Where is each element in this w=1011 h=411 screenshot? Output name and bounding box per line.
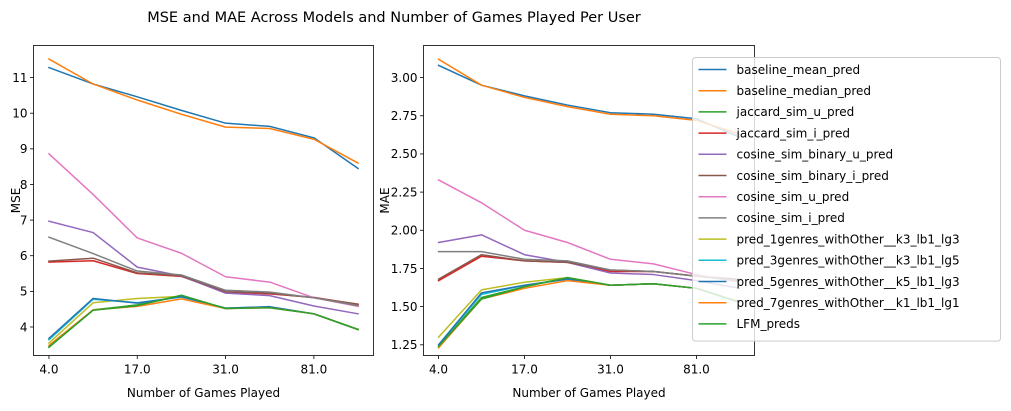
mse-y-tick-label: 5 — [20, 285, 28, 299]
mse-series-baseline_median_pred — [47, 58, 360, 165]
legend-label: pred_1genres_withOther__k3_lb1_lg3 — [737, 232, 960, 246]
mse-series-cosine_sim_binary_u_pred — [48, 220, 359, 315]
mae-y-tick-label: 1.50 — [391, 300, 418, 314]
mae-y-tick-label: 2.25 — [391, 185, 418, 199]
mse-y-tick-label: 8 — [20, 178, 28, 192]
mse-series-LFM_preds — [47, 294, 360, 349]
legend-label: pred_5genres_withOther__k5_lb1_lg3 — [737, 275, 960, 289]
mae-y-axis-label: MAE — [378, 187, 392, 213]
mae-y-tick-label: 2.50 — [391, 147, 418, 161]
legend-label: pred_3genres_withOther__k3_lb1_lg5 — [737, 254, 960, 268]
mse-y-tick-label: 10 — [12, 107, 27, 121]
legend-label: baseline_mean_pred — [737, 63, 861, 77]
mse-y-tick-label: 4 — [20, 320, 28, 334]
mae-x-tick-label: 4.0 — [429, 363, 448, 377]
mae-panel: 4.0 17.0 31.0 81.0 1.25 1.50 1.75 2.00 2.25 2.50 2… — [378, 45, 755, 400]
legend-label: jaccard_sim_u_pred — [736, 105, 855, 119]
legend-label: pred_7genres_withOther__k1_lb1_lg1 — [737, 296, 960, 310]
mse-series-cosine_sim_u_pred — [47, 152, 359, 308]
mse-y-tick-label: 7 — [20, 213, 28, 227]
mae-x-axis-label: Number of Games Played — [512, 386, 665, 400]
mae-y-tick-label: 1.75 — [391, 262, 418, 276]
mae-x-tick-label: 81.0 — [683, 363, 710, 377]
mae-series-baseline_median_pred — [437, 58, 741, 136]
mse-axes-frame — [33, 45, 374, 356]
mse-y-tick-label: 6 — [20, 249, 28, 263]
mae-series-cosine_sim_u_pred — [437, 178, 741, 284]
legend-label: cosine_sim_binary_i_pred — [737, 169, 889, 183]
figure-title: MSE and MAE Across Models and Number of … — [147, 10, 641, 26]
mse-x-tick-label: 81.0 — [301, 363, 328, 377]
mse-x-tick-label: 17.0 — [124, 363, 151, 377]
legend-label: LFM_preds — [737, 317, 800, 331]
mae-y-tick-label: 1.25 — [391, 338, 418, 352]
legend-label: baseline_median_pred — [737, 84, 872, 98]
mae-series-lines — [437, 58, 741, 349]
mae-series-cosine_sim_binary_u_pred — [437, 234, 741, 290]
mae-x-tick-label: 31.0 — [597, 363, 624, 377]
legend-box — [692, 57, 1001, 342]
mae-y-tick-label: 3.00 — [391, 71, 418, 85]
mse-panel: 4.0 17.0 31.0 81.0 4 5 6 7 8 9 10 11 Number of Games… — [9, 45, 374, 400]
mse-series-lines — [47, 58, 360, 349]
mse-x-tick-label: 31.0 — [212, 363, 239, 377]
mse-y-tick-label: 9 — [20, 142, 28, 156]
mae-y-tick-label: 2.00 — [391, 224, 418, 238]
mse-y-axis-label: MSE — [9, 188, 23, 214]
legend: baseline_mean_pred baseline_median_predja… — [692, 57, 1001, 342]
legend-label: cosine_sim_u_pred — [737, 190, 850, 204]
legend-label: cosine_sim_binary_u_pred — [737, 148, 894, 162]
mae-series-cosine_sim_i_pred — [437, 250, 741, 282]
mae-y-tick-label: 2.75 — [391, 109, 418, 123]
mae-series-LFM_preds — [437, 276, 741, 348]
legend-label: jaccard_sim_i_pred — [736, 126, 850, 140]
legend-label: cosine_sim_i_pred — [737, 211, 845, 225]
mse-series-cosine_sim_i_pred — [47, 236, 359, 307]
mse-y-tick-label: 11 — [12, 71, 27, 85]
mse-x-tick-label: 4.0 — [39, 363, 58, 377]
mse-x-axis-label: Number of Games Played — [127, 386, 280, 400]
mae-x-tick-label: 17.0 — [511, 363, 538, 377]
